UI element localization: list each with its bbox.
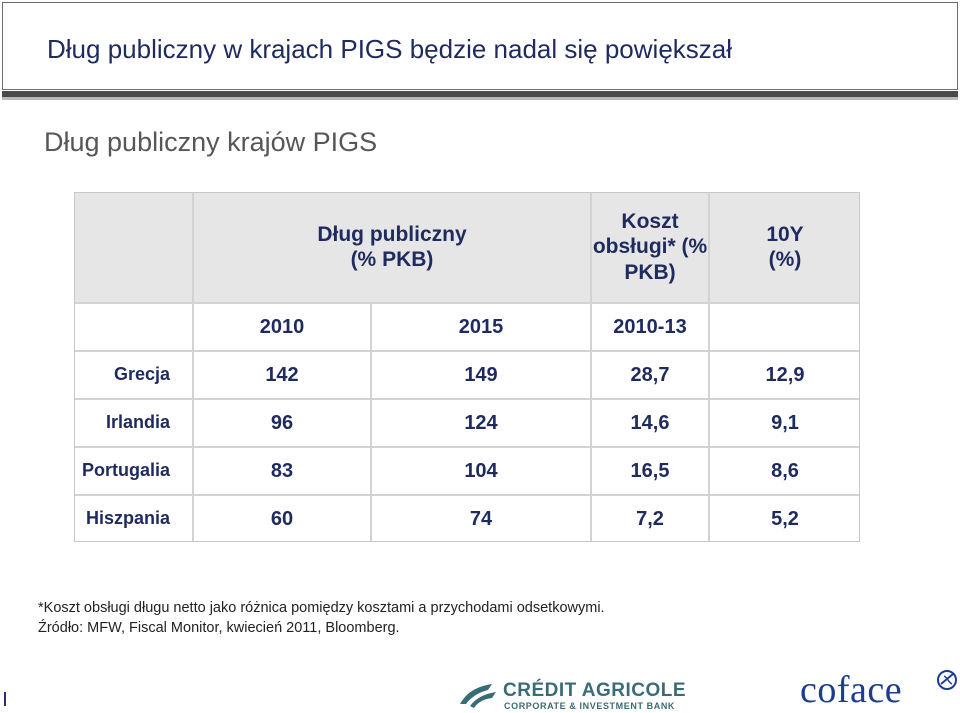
cell-10y: 8,6 — [771, 460, 799, 482]
header-debt-line2: (% PKB) — [350, 248, 434, 271]
header-debt: Dług publiczny (% PKB) — [194, 192, 590, 302]
cell-debt-2010: 142 — [265, 364, 299, 386]
footnote-note: *Koszt obsługi długu netto jako różnica … — [38, 600, 605, 616]
header-cost-line1: Koszt — [621, 210, 679, 234]
cell-cost: 14,6 — [630, 412, 670, 434]
grid-line — [74, 398, 860, 400]
title-bar: Dług publiczny w krajach PIGS będzie nad… — [2, 2, 958, 90]
cell-cost: 7,2 — [636, 508, 664, 530]
year-2015: 2015 — [458, 316, 504, 338]
cell-debt-2010: 60 — [270, 508, 294, 530]
header-cost-line3: PKB) — [624, 260, 676, 284]
grid-line — [590, 192, 592, 542]
header-10y-line2: (%) — [768, 248, 802, 271]
credit-agricole-symbol-icon — [460, 684, 496, 708]
year-2010: 2010 — [259, 316, 305, 338]
footnote-source: Źródło: MFW, Fiscal Monitor, kwiecień 20… — [38, 620, 400, 636]
year-2010-13: 2010-13 — [613, 316, 687, 338]
grid-line — [74, 446, 860, 448]
grid-line — [370, 302, 372, 542]
title-rule-light — [2, 97, 958, 100]
cell-debt-2015: 104 — [464, 460, 498, 482]
credit-agricole-name: CRÉDIT AGRICOLE — [503, 680, 687, 701]
credit-agricole-sub: CORPORATE & INVESTMENT BANK — [504, 701, 676, 711]
cell-debt-2010: 96 — [270, 412, 294, 434]
header-10y: 10Y (%) — [710, 192, 860, 302]
grid-line — [74, 494, 860, 496]
grid-line — [74, 302, 860, 304]
grid-line — [708, 192, 710, 542]
grid-line — [192, 192, 194, 542]
cell-debt-2015: 124 — [464, 412, 498, 434]
cell-cost: 16,5 — [630, 460, 670, 482]
row-country: Grecja — [113, 364, 170, 385]
cell-cost: 28,7 — [630, 364, 670, 386]
header-cost-line2: obsługi* (% — [592, 235, 708, 259]
cell-debt-2015: 74 — [469, 508, 493, 530]
cell-debt-2010: 83 — [270, 460, 294, 482]
cell-debt-2015: 149 — [464, 364, 498, 386]
credit-agricole-logo: CRÉDIT AGRICOLE CORPORATE & INVESTMENT B… — [458, 680, 728, 711]
header-debt-line1: Dług publiczny — [317, 222, 467, 246]
cell-10y: 12,9 — [765, 364, 805, 386]
pigs-debt-table: Dług publiczny (% PKB) Koszt obsługi* (%… — [74, 192, 860, 542]
header-cost: Koszt obsługi* (% PKB) — [592, 192, 708, 302]
row-country: Hiszpania — [85, 508, 170, 529]
table-border — [74, 192, 860, 542]
cell-10y: 5,2 — [771, 508, 799, 530]
title-rule-dark — [2, 91, 958, 97]
cell-10y: 9,1 — [771, 412, 799, 434]
coface-globe-icon — [937, 670, 957, 690]
slide-title: Dług publiczny w krajach PIGS będzie nad… — [47, 34, 733, 64]
table-subtitle: Dług publiczny krajów PIGS — [44, 127, 378, 157]
header-10y-line1: 10Y — [766, 222, 804, 246]
grid-line — [74, 350, 860, 352]
footer-marker — [4, 692, 6, 706]
coface-logo: coface — [800, 669, 903, 711]
row-country: Irlandia — [105, 412, 170, 433]
corner-cell — [74, 192, 192, 302]
row-country: Portugalia — [81, 460, 170, 481]
